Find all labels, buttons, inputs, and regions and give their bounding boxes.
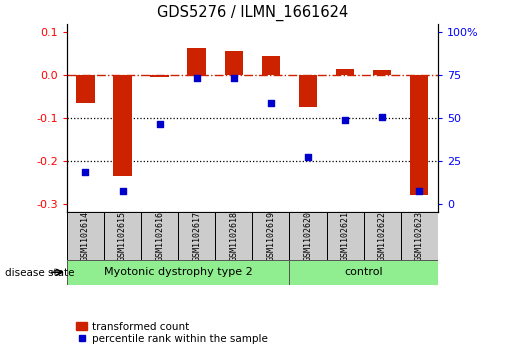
- Text: Myotonic dystrophy type 2: Myotonic dystrophy type 2: [104, 267, 252, 277]
- Bar: [299, 75, 317, 107]
- FancyBboxPatch shape: [364, 212, 401, 260]
- FancyBboxPatch shape: [67, 260, 289, 285]
- FancyBboxPatch shape: [252, 212, 289, 260]
- Text: GSM1102614: GSM1102614: [81, 211, 90, 261]
- Point: [378, 114, 386, 120]
- Point: [81, 169, 90, 175]
- FancyBboxPatch shape: [289, 260, 438, 285]
- Text: GSM1102616: GSM1102616: [155, 211, 164, 261]
- Text: GSM1102623: GSM1102623: [415, 211, 424, 261]
- Bar: [262, 56, 280, 75]
- FancyBboxPatch shape: [104, 212, 141, 260]
- Point: [156, 122, 164, 127]
- Text: GSM1102619: GSM1102619: [266, 211, 276, 261]
- Point: [304, 154, 312, 159]
- Bar: [410, 75, 428, 195]
- Text: control: control: [344, 267, 383, 277]
- Text: GSM1102621: GSM1102621: [340, 211, 350, 261]
- FancyBboxPatch shape: [141, 212, 178, 260]
- Text: disease state: disease state: [5, 268, 75, 278]
- Legend: transformed count, percentile rank within the sample: transformed count, percentile rank withi…: [72, 317, 272, 348]
- Text: GSM1102615: GSM1102615: [118, 211, 127, 261]
- Point: [415, 188, 423, 194]
- Bar: [373, 70, 391, 75]
- FancyBboxPatch shape: [178, 212, 215, 260]
- Bar: [113, 75, 132, 176]
- Point: [230, 75, 238, 81]
- Text: GSM1102617: GSM1102617: [192, 211, 201, 261]
- Bar: [150, 75, 169, 77]
- Text: GSM1102620: GSM1102620: [303, 211, 313, 261]
- Point: [267, 100, 275, 106]
- Text: GSM1102622: GSM1102622: [377, 211, 387, 261]
- Point: [341, 117, 349, 123]
- Bar: [225, 52, 243, 75]
- FancyBboxPatch shape: [67, 212, 104, 260]
- Title: GDS5276 / ILMN_1661624: GDS5276 / ILMN_1661624: [157, 5, 348, 21]
- FancyBboxPatch shape: [327, 212, 364, 260]
- Bar: [336, 69, 354, 75]
- Bar: [187, 49, 206, 75]
- Point: [118, 188, 127, 194]
- FancyBboxPatch shape: [401, 212, 438, 260]
- FancyBboxPatch shape: [289, 212, 327, 260]
- Text: GSM1102618: GSM1102618: [229, 211, 238, 261]
- Point: [193, 75, 201, 81]
- FancyBboxPatch shape: [215, 212, 252, 260]
- Bar: [76, 75, 95, 103]
